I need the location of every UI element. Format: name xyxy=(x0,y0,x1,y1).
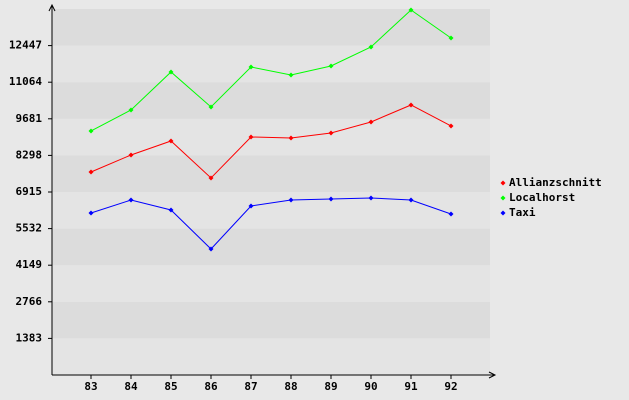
point xyxy=(448,211,454,217)
grid-band xyxy=(52,155,490,192)
point xyxy=(168,69,174,75)
grid-band xyxy=(52,9,490,46)
legend-marker xyxy=(500,195,506,201)
x-tick-label: 92 xyxy=(444,380,457,393)
point xyxy=(128,152,134,158)
series-line xyxy=(90,9,452,132)
point xyxy=(328,63,334,69)
point xyxy=(88,128,94,134)
series-line xyxy=(90,197,452,250)
point xyxy=(128,107,134,113)
point xyxy=(288,135,294,141)
point xyxy=(288,197,294,203)
series-line xyxy=(90,104,452,179)
point xyxy=(248,203,254,209)
legend-marker xyxy=(500,210,506,216)
legend-label: Allianzschnitt xyxy=(509,176,602,189)
x-tick-label: 85 xyxy=(164,380,177,393)
y-tick-label: 1383 xyxy=(16,331,43,344)
x-axis-arrow xyxy=(488,371,497,379)
y-tick-label: 9681 xyxy=(16,112,43,125)
x-tick-label: 87 xyxy=(244,380,257,393)
y-tick-label: 4149 xyxy=(16,258,43,271)
y-tick-label: 11064 xyxy=(9,75,42,88)
point xyxy=(368,119,374,125)
grid-band xyxy=(52,192,490,229)
x-tick-label: 83 xyxy=(84,380,97,393)
grid-band xyxy=(52,228,490,266)
y-tick-label: 6915 xyxy=(16,185,43,198)
point xyxy=(208,175,214,181)
point xyxy=(368,44,374,50)
point xyxy=(328,196,334,202)
point xyxy=(248,64,254,70)
y-tick-label: 8298 xyxy=(16,148,43,161)
point xyxy=(408,102,414,108)
point xyxy=(288,72,294,78)
point xyxy=(168,207,174,213)
grid-band xyxy=(52,82,490,119)
point xyxy=(168,138,174,144)
legend-marker xyxy=(500,180,506,186)
x-tick-label: 88 xyxy=(284,380,297,393)
point xyxy=(88,169,94,175)
grid-band xyxy=(52,338,490,375)
legend-label: Localhorst xyxy=(509,191,575,204)
y-tick-label: 5532 xyxy=(16,222,43,235)
x-tick-label: 86 xyxy=(204,380,218,393)
point xyxy=(408,7,414,13)
legend-label: Taxi xyxy=(509,206,536,219)
grid-band xyxy=(52,45,490,83)
point xyxy=(328,130,334,136)
point xyxy=(128,197,134,203)
x-tick-label: 90 xyxy=(364,380,377,393)
point xyxy=(448,35,454,41)
point xyxy=(408,197,414,203)
point xyxy=(88,210,94,216)
point xyxy=(208,246,214,252)
y-tick-label: 2766 xyxy=(16,295,43,308)
y-tick-label: 12447 xyxy=(9,39,42,52)
grid-band xyxy=(52,265,490,302)
point xyxy=(448,123,454,129)
y-axis-arrow xyxy=(48,3,56,12)
grid-band xyxy=(52,301,490,339)
point xyxy=(368,195,374,201)
point xyxy=(248,134,254,140)
x-tick-label: 84 xyxy=(124,380,138,393)
point xyxy=(208,104,214,110)
x-tick-label: 91 xyxy=(404,380,418,393)
x-tick-label: 89 xyxy=(324,380,337,393)
